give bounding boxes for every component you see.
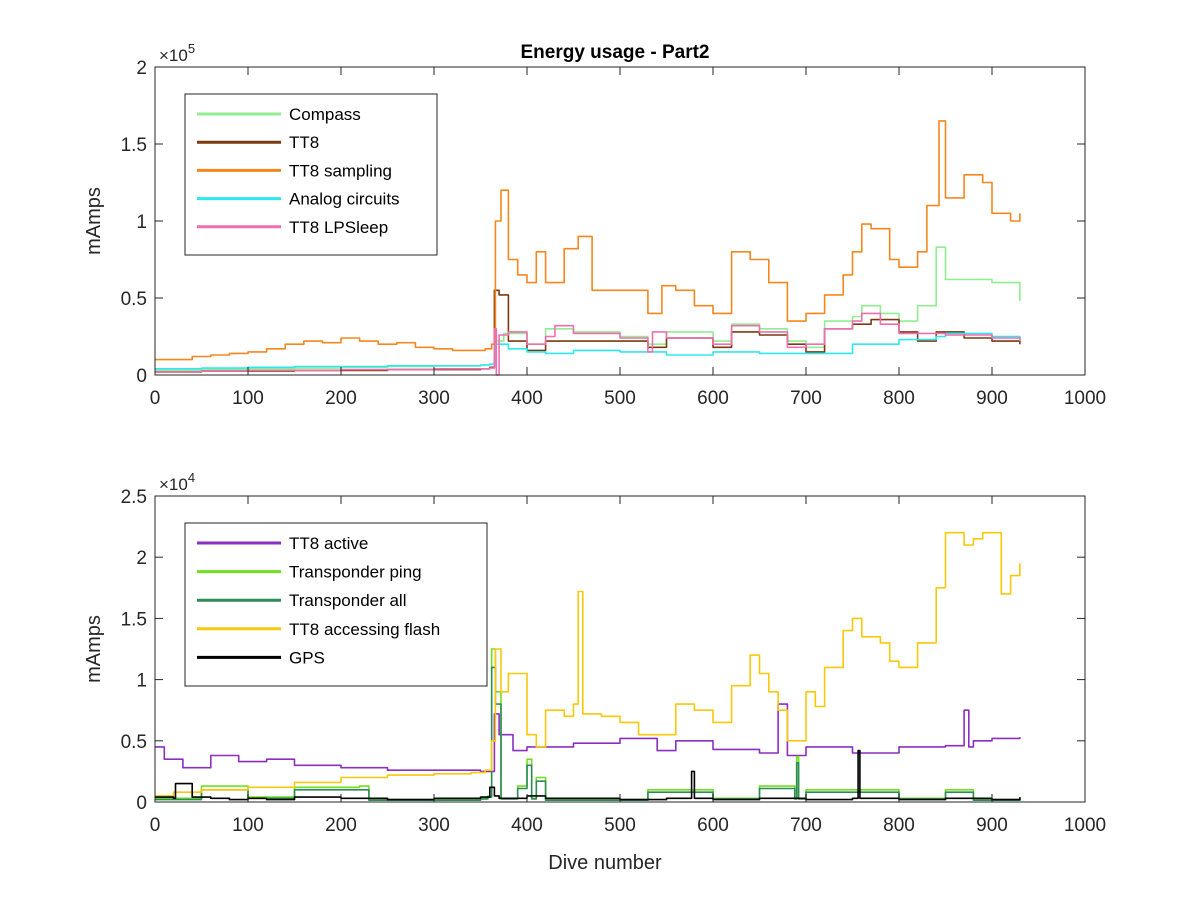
chart-bottom: 0 100 200 300 400 500 600 700 800 900 1000 0 0.5 1 1.5…: [83, 470, 1106, 874]
x-tick-label: 200: [325, 388, 357, 409]
x-tick-label: 100: [232, 815, 264, 836]
legend-label: TT8 LPSleep: [289, 218, 388, 237]
y-tick-label: 2.5: [121, 487, 147, 508]
x-tick-label: 500: [604, 388, 636, 409]
x-tick-label: 1000: [1064, 388, 1106, 409]
legend-label: Transponder all: [289, 591, 407, 610]
legend-label: Compass: [289, 105, 361, 124]
legend-label: Analog circuits: [289, 190, 400, 209]
legend-label: TT8 accessing flash: [289, 620, 440, 639]
series-line-tt8: [155, 289, 1021, 373]
figure-title: Energy usage - Part2: [520, 42, 709, 63]
x-tick-label: 700: [790, 815, 822, 836]
y-tick-label: 1.5: [121, 609, 147, 630]
legend-label: TT8: [289, 133, 319, 152]
x-tick-label: 900: [976, 388, 1008, 409]
x-tick-label: 800: [883, 388, 915, 409]
y-exponent-label: ×105: [159, 41, 195, 65]
x-tick-label: 800: [883, 815, 915, 836]
y-axis-label: mAmps: [83, 615, 105, 683]
series-line-analog-circuits: [155, 332, 1021, 370]
series-line-tt8-accessing-flash: [155, 531, 1021, 797]
legend-label: GPS: [289, 648, 325, 667]
x-tick-label: 600: [697, 388, 729, 409]
x-tick-label: 300: [418, 815, 450, 836]
x-tick-label: 100: [232, 388, 264, 409]
x-tick-label: 300: [418, 388, 450, 409]
y-tick-label: 1: [136, 212, 147, 233]
series-line-tt8-sampling: [155, 120, 1021, 361]
y-tick-label: 2: [136, 548, 147, 569]
legend: Compass TT8 TT8 sampling Analog circuits TT8…: [184, 93, 438, 256]
y-exponent-label: ×104: [159, 470, 195, 494]
x-tick-label: 200: [325, 815, 357, 836]
y-tick-label: 1: [136, 671, 147, 692]
x-tick-label: 400: [511, 388, 543, 409]
y-tick-label: 1.5: [121, 135, 147, 156]
x-tick-label: 400: [511, 815, 543, 836]
y-tick-label: 2: [136, 58, 147, 79]
x-tick-label: 500: [604, 815, 636, 836]
x-tick-label: 900: [976, 815, 1008, 836]
x-tick-label: 1000: [1064, 815, 1106, 836]
chart-top: 0 100 200 300 400 500 600 700 800 900 1000 0 0.5 1 1.5…: [83, 41, 1106, 409]
series-line-tt8-active: [155, 703, 1021, 773]
legend-label: TT8 sampling: [289, 161, 392, 180]
x-tick-label: 0: [150, 815, 161, 836]
x-axis-label: Dive number: [548, 852, 662, 874]
x-tick-label: 600: [697, 815, 729, 836]
y-tick-label: 0: [136, 366, 147, 387]
legend-label: TT8 active: [289, 534, 368, 553]
y-tick-label: 0.5: [121, 289, 147, 310]
x-tick-label: 0: [150, 388, 161, 409]
y-axis-label: mAmps: [83, 187, 105, 255]
legend: TT8 active Transponder ping Transponder al…: [184, 522, 488, 687]
legend-label: Transponder ping: [289, 563, 422, 582]
y-tick-label: 0: [136, 793, 147, 814]
x-tick-label: 700: [790, 388, 822, 409]
series-line-tt8-lpsleep: [155, 312, 1021, 376]
y-tick-label: 0.5: [121, 732, 147, 753]
